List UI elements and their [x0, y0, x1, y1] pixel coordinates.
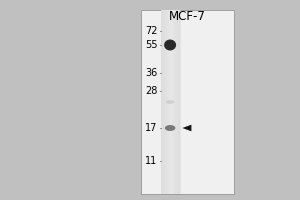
Bar	[160, 10, 180, 194]
Text: 55: 55	[145, 40, 158, 50]
Ellipse shape	[165, 125, 175, 131]
Text: 36: 36	[145, 68, 158, 78]
Text: 17: 17	[145, 123, 158, 133]
Ellipse shape	[164, 40, 176, 50]
Ellipse shape	[166, 100, 175, 104]
Bar	[141, 10, 234, 194]
Text: MCF-7: MCF-7	[169, 10, 206, 23]
Polygon shape	[182, 125, 191, 131]
Text: 28: 28	[145, 86, 158, 96]
Text: 72: 72	[145, 26, 158, 36]
Text: 11: 11	[145, 156, 158, 166]
